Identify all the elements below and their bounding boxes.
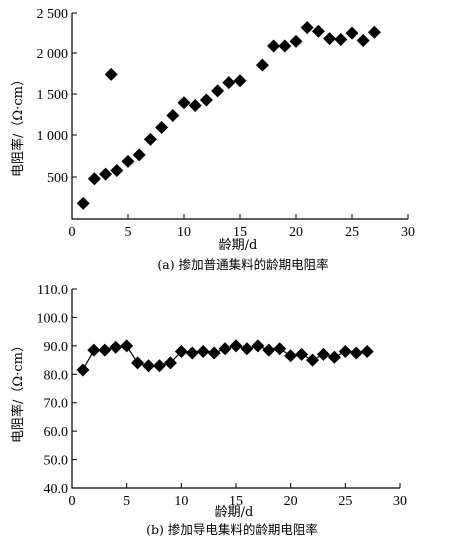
chart-a-data-point bbox=[104, 67, 118, 81]
chart-b-xtick-label: 0 bbox=[69, 494, 76, 509]
chart-b-caption: (b) 掺加导电集料的龄期电阻率 bbox=[146, 522, 318, 537]
chart-b-data-point bbox=[87, 343, 101, 357]
chart-a-data-point bbox=[323, 32, 337, 46]
chart-a-data-point bbox=[278, 39, 292, 53]
chart-a-xtick-label: 20 bbox=[289, 225, 303, 240]
chart-a-data-point bbox=[177, 96, 191, 110]
chart-b-data-point bbox=[196, 345, 210, 359]
chart-a-data-point bbox=[211, 84, 225, 98]
chart-a-ytick-label: 2 500 bbox=[37, 7, 69, 22]
chart-b-data-point bbox=[306, 353, 320, 367]
chart-b-xtick-label: 15 bbox=[229, 494, 243, 509]
chart-b-ytick-label: 100.0 bbox=[37, 311, 69, 326]
chart-a-data-point bbox=[300, 21, 314, 35]
chart-b-data-point bbox=[131, 356, 145, 370]
chart-b-data-point bbox=[273, 342, 287, 356]
chart-b-ytick-label: 110.0 bbox=[37, 283, 68, 298]
chart-a-data-point bbox=[155, 120, 169, 134]
chart-a-xlabel: 龄期/d bbox=[219, 238, 258, 253]
chart-b-ytick-label: 70.0 bbox=[44, 397, 69, 412]
chart-b-ytick-label: 60.0 bbox=[44, 425, 69, 440]
chart-a-xtick-label: 25 bbox=[345, 225, 359, 240]
chart-b-data-point bbox=[327, 350, 341, 364]
chart-a-data-point bbox=[199, 93, 213, 107]
chart-b-axes bbox=[71, 289, 400, 489]
chart-b-xtick-label: 20 bbox=[284, 494, 298, 509]
chart-a-data-point bbox=[222, 76, 236, 90]
chart-a-data-point bbox=[121, 154, 135, 168]
chart-b-data-point bbox=[142, 359, 156, 373]
chart-a-data-point bbox=[289, 34, 303, 48]
chart-a-xtick-label: 15 bbox=[233, 225, 247, 240]
chart-a-data-point bbox=[99, 167, 113, 181]
chart-a-data-point bbox=[345, 26, 359, 40]
chart-b-data-point bbox=[98, 343, 112, 357]
chart-b-data-point bbox=[152, 359, 166, 373]
chart-a-data-point bbox=[255, 58, 269, 72]
chart-b-data-point bbox=[251, 339, 265, 353]
chart-a-data-point bbox=[132, 148, 146, 162]
chart-a-data-point bbox=[188, 98, 202, 112]
chart-a-xtick-label: 10 bbox=[177, 225, 191, 240]
chart-b-data-point bbox=[316, 347, 330, 361]
chart-b-data-point bbox=[76, 363, 90, 377]
chart-b-ytick-label: 50.0 bbox=[44, 454, 69, 469]
chart-b-data-point bbox=[229, 339, 243, 353]
chart-a-xtick-label: 30 bbox=[401, 225, 415, 240]
chart-a-data-point bbox=[233, 74, 247, 88]
chart-b-data-point bbox=[163, 356, 177, 370]
chart-b-data-point bbox=[262, 343, 276, 357]
chart-a-ylabel: 电阻率/（Ω·cm） bbox=[10, 73, 26, 177]
chart-b-data-point bbox=[338, 345, 352, 359]
chart-b-data-point bbox=[174, 345, 188, 359]
chart-a-data-point bbox=[367, 25, 381, 39]
chart-b-xtick-label: 25 bbox=[338, 494, 352, 509]
chart-b-xtick-label: 30 bbox=[393, 494, 407, 509]
chart-a-data-point bbox=[87, 172, 101, 186]
chart-a-data-point bbox=[143, 132, 157, 146]
chart-resistivity-conductive-aggregate: 电阻率/（Ω·cm） 龄期/d (b) 掺加导电集料的龄期电阻率 0 5 10 15 2… bbox=[10, 283, 407, 537]
chart-b-data-point bbox=[295, 347, 309, 361]
chart-a-xtick-label: 5 bbox=[125, 225, 132, 240]
chart-a-axes bbox=[71, 13, 408, 220]
chart-b-ylabel: 电阻率/（Ω·cm） bbox=[10, 339, 26, 443]
chart-b-ytick-label: 80.0 bbox=[44, 368, 69, 383]
chart-a-data-point bbox=[267, 39, 281, 53]
chart-b-data-point bbox=[185, 346, 199, 360]
chart-a-data-point bbox=[76, 196, 90, 210]
chart-a-data-point bbox=[166, 109, 180, 123]
chart-b-data-point bbox=[109, 340, 123, 354]
chart-b-ytick-label: 40.0 bbox=[44, 482, 69, 497]
chart-a-data-point bbox=[334, 33, 348, 47]
chart-b-data-point bbox=[360, 345, 374, 359]
chart-b-xtick-label: 5 bbox=[123, 494, 130, 509]
chart-a-ytick-label: 1 500 bbox=[37, 88, 69, 103]
chart-a-ytick-label: 1 000 bbox=[37, 129, 69, 144]
chart-b-data-point bbox=[218, 342, 232, 356]
chart-b-data-point bbox=[240, 342, 254, 356]
chart-a-data-point bbox=[311, 24, 325, 38]
chart-b-data-point bbox=[120, 339, 134, 353]
chart-a-ytick-label: 500 bbox=[47, 171, 68, 186]
chart-b-data-point bbox=[207, 346, 221, 360]
chart-a-data-point bbox=[356, 33, 370, 47]
chart-b-xlabel: 龄期/d bbox=[215, 505, 254, 520]
chart-b-data-point bbox=[349, 346, 363, 360]
chart-b-ytick-label: 90.0 bbox=[44, 340, 69, 355]
chart-a-xtick-label: 0 bbox=[69, 225, 76, 240]
chart-a-ytick-label: 2 000 bbox=[37, 47, 69, 62]
chart-a-caption: (a) 掺加普通集料的龄期电阻率 bbox=[157, 257, 328, 272]
chart-b-data-point bbox=[284, 349, 298, 363]
chart-a-data-point bbox=[110, 163, 124, 177]
chart-resistivity-ordinary-aggregate: 电阻率/（Ω·cm） 龄期/d (a) 掺加普通集料的龄期电阻率 0 5 10 15 2… bbox=[10, 7, 415, 272]
chart-b-xtick-label: 10 bbox=[174, 494, 188, 509]
